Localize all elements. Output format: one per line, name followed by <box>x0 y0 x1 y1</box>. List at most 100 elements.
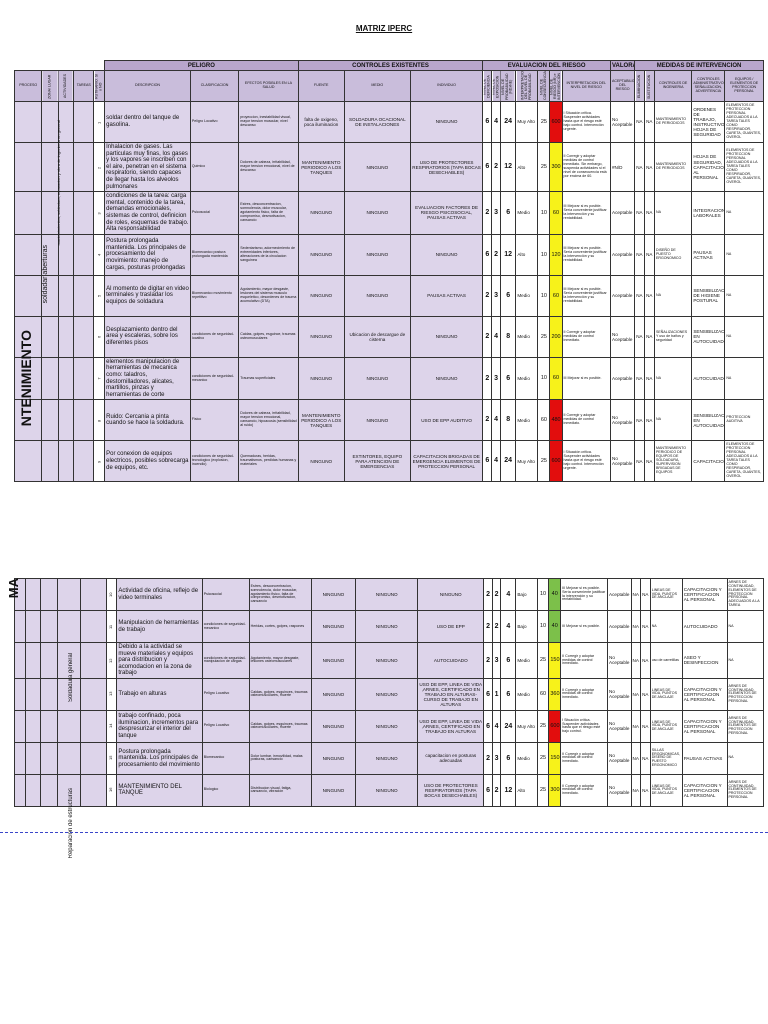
control-ingenieria: MANTENIMIENTO DE PERIODICOS <box>653 101 693 143</box>
nivel-riesgo: 60 <box>549 274 563 317</box>
sustitucion: NA <box>644 141 655 193</box>
nivel-probabilidad: 6 <box>500 741 517 775</box>
table-row: 2 Inhalacion de gases. Las particulas muy… <box>13 141 764 193</box>
control-administrativo: CAPACITACION <box>691 440 726 483</box>
row-context-cell <box>14 677 26 711</box>
nivel-consecuencia: 10 <box>536 610 550 643</box>
nivel-riesgo: 150 <box>548 642 562 679</box>
nivel-deficiencia: 6 <box>482 440 493 483</box>
interpretacion-nr: I Situación crítica. Suspender actividad… <box>560 709 609 743</box>
col-nr: NIVEL DE RIESGO (NR) e INTERVENCION <box>549 70 563 102</box>
row-number: 2 <box>93 142 105 192</box>
col-medio: MEDIO <box>343 70 411 102</box>
control-fuente: NINGUNO <box>297 191 345 235</box>
interpretacion-np: Bajo <box>515 610 538 643</box>
row-context-cell <box>41 101 59 143</box>
sustitucion: NA <box>640 610 651 643</box>
control-medio: NINGUNO <box>343 141 411 193</box>
control-ingenieria: DISEÑO DE PUESTO ERGONOMICO <box>653 233 693 276</box>
col-ingenieria: CONTROLES DE INGENIERIA <box>653 70 693 102</box>
interpretacion-np: Bajo <box>515 578 538 611</box>
nivel-probabilidad: 8 <box>499 399 517 442</box>
health-effects: Heridas, cortes, golpes, raspones <box>248 610 312 643</box>
table-row: 14 trabajo confinado, poca iluminacion, i… <box>14 709 764 743</box>
side-label-large: NTENIMIENTO <box>18 330 34 427</box>
nivel-deficiencia: 2 <box>482 399 493 442</box>
control-ingenieria: LINEAS DE VIDA, PUNTOS DE ANCLAJE <box>649 709 683 743</box>
control-medio: NINGUNO <box>343 191 411 235</box>
nivel-deficiencia: 2 <box>483 610 493 643</box>
control-ingenieria: NA <box>653 399 693 442</box>
interpretacion-nr: II Corregir y adoptar medidas de control… <box>561 141 612 193</box>
col-individuo: INDIVIDUO <box>409 70 484 102</box>
health-effects: Distribucion visual, fatiga, cansancio, … <box>248 773 312 807</box>
nivel-riesgo: 40 <box>548 610 562 643</box>
aceptabilidad: Aceptable <box>609 233 636 276</box>
eliminacion: NA <box>630 773 642 807</box>
row-context-cell <box>73 191 95 235</box>
control-medio: NINGUNO <box>355 642 419 679</box>
health-effects: Caidas, golpes, esguinces, traumas osteo… <box>248 709 312 743</box>
risk-classification: Peligro Locativo <box>201 709 250 743</box>
nivel-deficiencia: 2 <box>483 642 493 679</box>
risk-description: MANTENIMIENTO DEL TANQUE <box>116 773 203 807</box>
row-number: 3 <box>93 191 105 235</box>
risk-description: Por conexion de equipos electricos, posi… <box>104 440 191 483</box>
nivel-riesgo: 60 <box>549 191 563 235</box>
side-label-small-2: Reparacion de estructuras <box>68 788 74 859</box>
row-context-cell <box>39 709 58 743</box>
sustitucion: NA <box>640 709 651 743</box>
col-actividades: ACTIVIDADES <box>58 70 74 102</box>
interpretacion-np: Muy Alto <box>515 709 538 743</box>
control-individuo: USO DE PROTECTORES RESPIRATORIOS (TAPA B… <box>417 773 485 807</box>
control-administrativo: CAPACITACION Y CERTIFICACION AL PERSONAL <box>681 773 728 807</box>
row-context-cell <box>13 440 43 483</box>
control-individuo: NINGUNO <box>409 315 484 358</box>
row-number: 4 <box>93 234 105 276</box>
control-fuente: NINGUNO <box>297 440 345 483</box>
nivel-probabilidad: 24 <box>499 440 517 483</box>
group-peligro: PELIGRO <box>104 60 299 71</box>
risk-description: Desplazamiento dentro del area y escaler… <box>104 315 191 358</box>
nivel-consecuencia: 25 <box>536 741 550 775</box>
row-context-cell <box>56 610 82 643</box>
row-context-cell <box>24 677 41 711</box>
row-number: 9 <box>93 440 105 482</box>
epp: NA <box>724 233 764 276</box>
interpretacion-nr: II Corregir y adoptar medidas de control… <box>560 741 609 775</box>
row-number: 15 <box>106 742 117 775</box>
control-fuente: NINGUNO <box>297 233 345 276</box>
row-context-cell <box>14 773 26 807</box>
col-sustitucion: SUSTITUCION <box>644 70 655 102</box>
table-row: 3 condiciones de la tarea: carga mental, … <box>13 191 764 235</box>
control-individuo: capacitacion en posturas adecuadas <box>417 741 485 775</box>
nivel-riesgo: 600 <box>548 709 562 743</box>
row-context-cell <box>56 741 82 775</box>
row-context-cell <box>73 315 95 358</box>
epp: ARNES DE CONTINUIDAD, ELEMENTOS DE PROTE… <box>726 578 764 611</box>
row-context-cell <box>56 642 82 679</box>
aceptabilidad: No Aceptable <box>609 101 636 143</box>
nivel-probabilidad: 4 <box>500 578 517 611</box>
group-evaluacion: EVALUACION DEL RIESGO <box>482 60 611 71</box>
interpretacion-np: Medio <box>515 741 538 775</box>
row-context-cell <box>24 773 41 807</box>
health-effects: Dolores de cabeza, irritabilidad, mayor … <box>238 399 299 442</box>
health-effects: Estres, desconcentracion, somnolencia, d… <box>248 578 312 611</box>
control-medio: NINGUNO <box>355 610 419 643</box>
aceptabilidad: Aceptable <box>609 191 636 235</box>
nivel-exposicion: 3 <box>491 356 501 401</box>
epp: ELEMENTOS DE PROTECCION PERSONAL ADECUAD… <box>724 141 764 193</box>
risk-description: trabajo confinado, poca iluminacion, inc… <box>116 709 203 743</box>
interpretacion-np: Alto <box>515 141 539 193</box>
row-context-cell <box>24 578 41 611</box>
interpretacion-nr: III Mejorar si es posible. <box>560 610 609 643</box>
sustitucion: NA <box>640 741 651 775</box>
aceptabilidad: Aceptable <box>607 610 632 643</box>
row-context-cell <box>24 709 41 743</box>
row-number: 13 <box>106 678 117 711</box>
row-context-cell <box>56 773 82 807</box>
row-context-cell <box>14 642 26 679</box>
control-ingenieria: SEÑALIZACIONES Y uso de baños y segurida… <box>653 315 693 358</box>
nivel-deficiencia: 2 <box>482 315 493 358</box>
